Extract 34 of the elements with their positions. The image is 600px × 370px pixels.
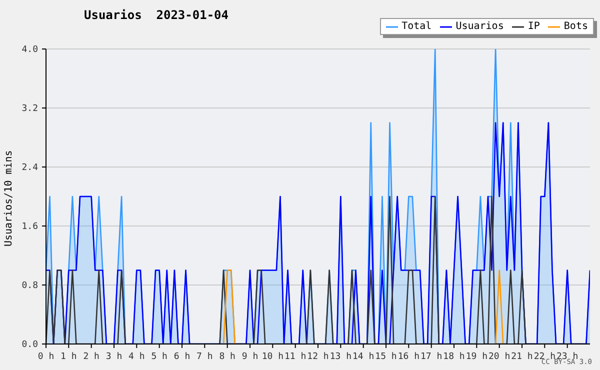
x-tick-label: 19 h	[466, 352, 488, 362]
legend-label: Usuarios	[456, 20, 504, 33]
x-tick-label: 5 h	[151, 352, 168, 362]
y-tick-label: 3.2	[22, 104, 38, 114]
y-tick-label: 4.0	[22, 45, 38, 55]
x-tick-label: 9 h	[242, 352, 258, 362]
x-tick-label: 2 h	[83, 352, 100, 362]
x-tick-label: 0 h	[38, 352, 54, 362]
x-tick-label: 8 h	[219, 352, 236, 362]
x-tick-label: 20 h	[488, 352, 510, 362]
x-tick-label: 14 h	[352, 352, 374, 362]
x-tick-label: 16 h	[398, 352, 420, 362]
x-tick-label: 3 h	[106, 352, 122, 362]
y-axis-title: Usuarios/10 mins	[4, 150, 15, 246]
x-tick-label: 6 h	[174, 352, 190, 362]
x-tick-label: 15 h	[375, 352, 397, 362]
legend-label: Bots	[564, 20, 588, 33]
chart-title: Usuarios 2023-01-04	[84, 8, 228, 22]
x-tick-label: 12 h	[307, 352, 329, 362]
x-tick-label: 10 h	[262, 352, 284, 362]
x-tick-label: 4 h	[128, 352, 145, 362]
x-tick-label: 11 h	[284, 352, 306, 362]
y-tick-label: 2.4	[22, 163, 38, 173]
x-tick-label: 21 h	[511, 352, 533, 362]
legend-label: IP	[528, 20, 540, 33]
y-tick-label: 0.8	[22, 281, 38, 291]
y-tick-label: 1.6	[22, 222, 38, 232]
x-tick-label: 7 h	[196, 352, 213, 362]
x-tick-label: 1 h	[60, 352, 77, 362]
legend-label: Total	[402, 20, 432, 33]
x-tick-label: 13 h	[330, 352, 352, 362]
y-tick-label: 0.0	[22, 340, 38, 350]
x-tick-label: 18 h	[443, 352, 465, 362]
x-tick-label: 17 h	[420, 352, 442, 362]
